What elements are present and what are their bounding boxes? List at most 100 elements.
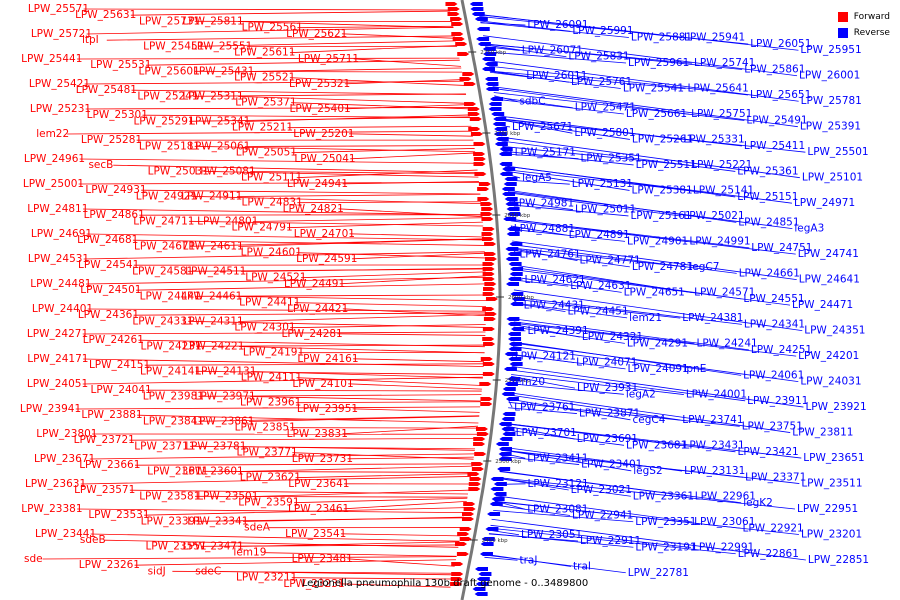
reverse-connector [510,383,624,395]
reverse-gene-arrow [502,432,516,436]
forward-connector [287,125,472,129]
forward-gene-label: LPW_24481 [30,278,91,290]
reverse-gene-label: LPW_23751 [742,420,803,432]
forward-gene-label: LPW_25181 [139,140,200,152]
reverse-connector [484,44,567,58]
reverse-gene-label: LPW_22861 [738,548,799,560]
reverse-gene-label: LPW_25951 [800,44,861,56]
reverse-gene-label: LPW_24061 [743,369,804,381]
reverse-gene-label: legK2 [743,497,773,509]
forward-gene-label: sdeA [244,522,271,534]
reverse-gene-label: LPW_23691 [577,433,638,445]
forward-connector [295,473,472,479]
forward-gene-label: LPW_23501 [197,491,258,503]
reverse-connector [513,279,569,287]
forward-gene-label: LPW_23721 [74,434,135,446]
forward-gene-label: LPW_23481 [292,553,353,565]
reverse-connector [512,354,626,370]
reverse-connector [507,191,793,230]
forward-gene-label: LPW_24681 [77,234,138,246]
reverse-gene-label: LPW_24121 [515,350,576,362]
forward-gene-arrow [463,507,476,511]
reverse-connector [511,374,684,395]
reverse-gene-arrow [497,467,511,471]
forward-gene-label: LPW_25811 [182,16,243,28]
forward-gene-label: LPW_24311 [182,316,243,328]
forward-gene-label: LPW_24501 [80,284,141,296]
forward-connector [89,453,475,460]
forward-connector [144,363,484,366]
reverse-gene-arrow [504,197,518,201]
reverse-gene-arrow [509,242,523,246]
forward-gene-label: sde [24,553,43,565]
reverse-connector [489,71,621,89]
reverse-gene-label: LPW_25781 [801,95,862,107]
reverse-gene-label: LPW_24341 [744,318,805,330]
reverse-gene-arrow [493,132,507,136]
reverse-gene-arrow [504,177,518,181]
forward-gene-label: LPW_24961 [24,153,85,165]
forward-connector [86,276,486,285]
reverse-gene-arrow [507,252,521,256]
forward-gene-arrow [450,577,463,581]
reverse-connector [509,392,791,433]
reverse-gene-label: LPW_24881 [514,223,575,235]
forward-connector [134,463,473,466]
forward-connector [238,465,473,472]
reverse-gene-label: LPW_25351 [580,153,641,165]
forward-connector [349,133,473,137]
reverse-gene-arrow [471,12,485,16]
reverse-gene-arrow [494,127,508,131]
reverse-gene-label: LPW_24771 [580,255,641,267]
reverse-gene-label: LPW_24641 [799,274,860,286]
reverse-gene-arrow [485,82,499,86]
reverse-connector [488,533,634,548]
reverse-gene-label: LPW_26051 [750,38,811,50]
reverse-gene-label: LPW_25961 [628,57,689,69]
reverse-gene-label: LPW_23511 [801,478,862,490]
forward-gene-arrow [463,82,476,86]
forward-gene-label: LPW_24411 [239,297,300,309]
forward-gene-arrow [477,197,490,201]
forward-gene-arrow [475,427,488,431]
reverse-gene-arrow [506,207,520,211]
forward-gene-arrow [484,282,497,286]
reverse-connector [494,96,573,109]
forward-gene-label: lem19 [233,547,266,559]
reverse-gene-label: LPW_23401 [581,459,642,471]
forward-gene-label: LPW_24151 [89,359,150,371]
forward-gene-label: LPW_25561 [242,22,303,34]
reverse-gene-label: LPW_24031 [800,376,861,388]
forward-gene-label: LPW_23461 [288,503,349,515]
reverse-gene-label: LPW_25361 [737,165,798,177]
tick-label: 2550 kbp [505,378,531,384]
forward-gene-label: LPW_24921 [136,190,197,202]
reverse-gene-label: LPW_23871 [579,408,640,420]
reverse-gene-arrow [507,322,521,326]
reverse-connector [512,346,682,370]
reverse-gene-arrow [510,267,524,271]
reverse-gene-label: LPW_25491 [746,114,807,126]
reverse-gene-arrow [504,352,518,356]
forward-gene-label: LPW_25031 [148,165,209,177]
reverse-gene-label: LPW_25641 [688,83,749,95]
reverse-gene-arrow [502,192,516,196]
forward-gene-arrow [468,127,481,131]
reverse-connector [513,276,622,293]
reverse-connector [513,296,742,325]
reverse-connector [513,269,791,306]
forward-gene-arrow [467,107,480,111]
reverse-gene-label: LPW_24071 [576,357,637,369]
reverse-connector [512,342,799,382]
forward-connector [195,294,486,297]
reverse-connector [508,400,513,408]
forward-gene-label: LPW_25611 [234,47,295,59]
forward-gene-label: LPW_25291 [133,115,194,127]
forward-gene-label: LPW_25551 [191,41,252,53]
forward-gene-label: LPW_23731 [292,453,353,465]
forward-gene-label: LPW_24051 [27,378,88,390]
forward-gene-label: LPW_23441 [35,528,96,540]
forward-gene-arrow [451,562,464,566]
forward-gene-arrow [483,287,496,291]
forward-gene-label: LPW_25521 [234,72,295,84]
